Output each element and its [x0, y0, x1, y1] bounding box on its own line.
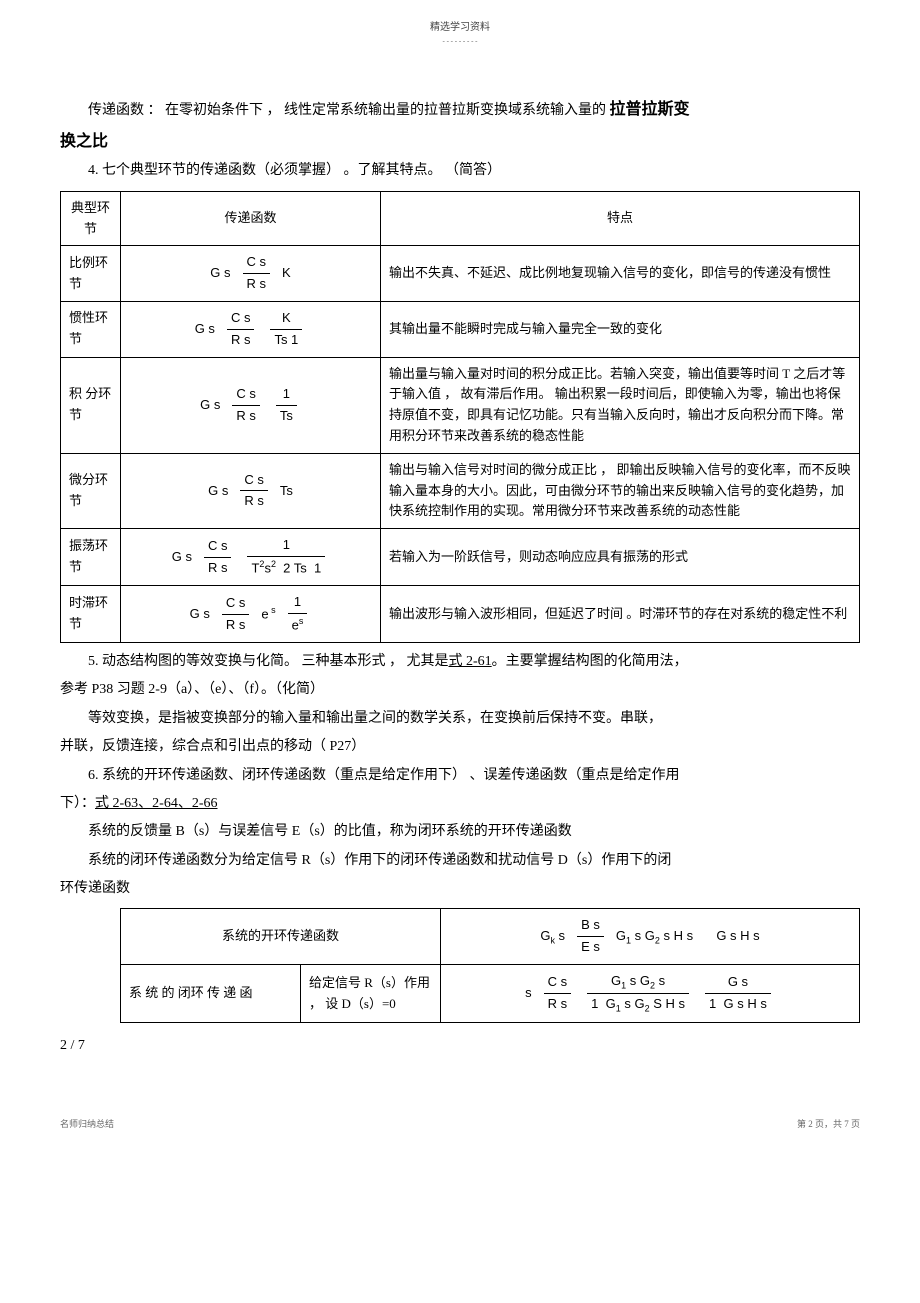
row-name: 微分环节: [61, 453, 121, 528]
paragraph-4: 4. 七个典型环节的传递函数（必须掌握） 。了解其特点。 （简答）: [60, 160, 860, 182]
row-formula: G s C sR s K: [121, 246, 381, 302]
table-row: 系统的开环传递函数 Gk s B sE s G1 s G2 s H s G s …: [121, 909, 860, 965]
row-formula: G s C sR s 1T2s2 2 Ts 1: [121, 529, 381, 586]
paragraph-fb: 系统的反馈量 B（s）与误差信号 E（s）的比值，称为闭环系统的开环传递函数: [60, 821, 860, 843]
paragraph-eq-b: 并联，反馈连接，综合点和引出点的移动（ P27）: [60, 736, 860, 758]
row-formula: G s C sR s 1Ts: [121, 357, 381, 453]
th-type: 典型环节: [61, 191, 121, 246]
gk-label: Gk s: [540, 926, 565, 948]
paragraph-6: 6. 系统的开环传递函数、闭环传递函数（重点是给定作用下） 、误差传递函数（重点…: [60, 765, 860, 787]
row-desc: 输出不失真、不延迟、成比例地复现输入信号的变化，即信号的传递没有惯性: [381, 246, 860, 302]
th-transfer: 传递函数: [121, 191, 381, 246]
row-name: 时滞环节: [61, 586, 121, 643]
paragraph-closed-b: 环传递函数: [60, 878, 860, 900]
row-desc: 输出与输入信号对时间的微分成正比 ， 即输出反映输入信号的变化率，而不反映输入量…: [381, 453, 860, 528]
row-formula: G s C sR s e s 1es: [121, 586, 381, 643]
row-desc: 其输出量不能瞬时完成与输入量完全一致的变化: [381, 301, 860, 357]
intro-text-c: 换之比: [60, 133, 108, 150]
row-desc: 输出波形与输入波形相同，但延迟了时间 。时滞环节的存在对系统的稳定性不利: [381, 586, 860, 643]
row-name: 振荡环节: [61, 529, 121, 586]
table-row: 比例环节 G s C sR s K 输出不失真、不延迟、成比例地复现输入信号的变…: [61, 246, 860, 302]
row-formula: G s C sR s KTs 1: [121, 301, 381, 357]
t2-r1c1: 系统的开环传递函数: [121, 909, 441, 965]
header-title: 精选学习资料: [60, 20, 860, 36]
t2-r2c2: 给定信号 R（s）作用 ， 设 D（s）=0: [301, 965, 441, 1023]
paragraph-intro-cont: 换之比: [60, 129, 860, 155]
osc-den: T2s2 2 Ts 1: [247, 557, 325, 579]
intro-text-b: 拉普拉斯变: [610, 101, 690, 118]
typical-links-table: 典型环节 传递函数 特点 比例环节 G s C sR s K 输出不失真、不延迟…: [60, 191, 860, 643]
intro-text-a: 传递函数 ： 在零初始条件下 ， 线性定常系统输出量的拉普拉斯变换域系统输入量的: [88, 103, 606, 118]
page-number: 2 / 7: [60, 1035, 860, 1057]
footer-left: 名师归纳总结: [60, 1117, 114, 1131]
footer-right: 第 2 页，共 7 页: [797, 1117, 860, 1131]
t2-r1-formula: Gk s B sE s G1 s G2 s H s G s H s: [441, 909, 860, 965]
paragraph-closed: 系统的闭环传递函数分为给定信号 R（s）作用下的闭环传递函数和扰动信号 D（s）…: [60, 850, 860, 872]
row-formula: G s C sR s Ts: [121, 453, 381, 528]
formula-pre: G s: [210, 263, 230, 284]
row-name: 比例环节: [61, 246, 121, 302]
page-header: 精选学习资料 - - - - - - - - -: [60, 20, 860, 47]
page-footer: 名师归纳总结 第 2 页，共 7 页: [60, 1117, 860, 1131]
table-row: 惯性环节 G s C sR s KTs 1 其输出量不能瞬时完成与输入量完全一致…: [61, 301, 860, 357]
transfer-function-table: 系统的开环传递函数 Gk s B sE s G1 s G2 s H s G s …: [120, 908, 860, 1023]
header-sub: - - - - - - - - -: [60, 36, 860, 47]
paragraph-6b: 下）：式 2-63、2-64、2-66: [60, 793, 860, 815]
paragraph-eq: 等效变换，是指被变换部分的输入量和输出量之间的数学关系，在变换前后保持不变。串联…: [60, 708, 860, 730]
table-row: 时滞环节 G s C sR s e s 1es 输出波形与输入波形相同，但延迟了…: [61, 586, 860, 643]
th-feature: 特点: [381, 191, 860, 246]
delay-den: es: [288, 614, 308, 636]
paragraph-5b: 参考 P38 习题 2-9（a）、（e）、（f）。（化简）: [60, 679, 860, 701]
row-name: 积 分环节: [61, 357, 121, 453]
t2-r2-formula: s C sR s G1 s G2 s1 G1 s G2 S H s G s1 G…: [441, 965, 860, 1023]
table-row: 系 统 的 闭环 传 递 函 给定信号 R（s）作用 ， 设 D（s）=0 s …: [121, 965, 860, 1023]
table-header-row: 典型环节 传递函数 特点: [61, 191, 860, 246]
table-row: 积 分环节 G s C sR s 1Ts 输出量与输入量对时间的积分成正比。若输…: [61, 357, 860, 453]
paragraph-5: 5. 动态结构图的等效变换与化简。 三种基本形式 ， 尤其是式 2-61。主要掌…: [60, 651, 860, 673]
table-row: 微分环节 G s C sR s Ts 输出与输入信号对时间的微分成正比 ， 即输…: [61, 453, 860, 528]
row-desc: 若输入为一阶跃信号，则动态响应应具有振荡的形式: [381, 529, 860, 586]
t2-r2c1: 系 统 的 闭环 传 递 函: [121, 965, 301, 1023]
delay-mid: e s: [261, 603, 275, 625]
table-row: 振荡环节 G s C sR s 1T2s2 2 Ts 1 若输入为一阶跃信号，则…: [61, 529, 860, 586]
row-desc: 输出量与输入量对时间的积分成正比。若输入突变，输出值要等时间 T 之后才等于输入…: [381, 357, 860, 453]
row-name: 惯性环节: [61, 301, 121, 357]
paragraph-intro: 传递函数 ： 在零初始条件下 ， 线性定常系统输出量的拉普拉斯变换域系统输入量的…: [60, 97, 860, 123]
